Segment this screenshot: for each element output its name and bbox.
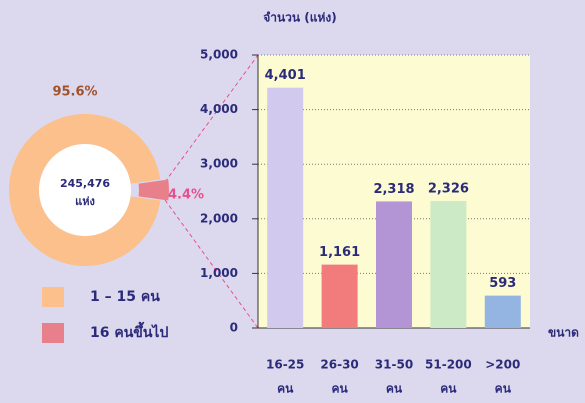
donut-slice <box>138 179 169 201</box>
connector <box>164 199 259 329</box>
y-tick-label: 0 <box>230 321 238 335</box>
value-label: 593 <box>489 276 516 291</box>
x-tick-label: คน <box>277 382 294 396</box>
legend-label: 1 – 15 คน <box>90 289 160 305</box>
value-label: 4,401 <box>265 68 306 83</box>
center-label: 245,476 <box>60 177 110 190</box>
bar <box>267 87 304 328</box>
x-tick-label: >200 <box>485 358 520 372</box>
x-tick-label: คน <box>386 382 403 396</box>
slice-label: 95.6% <box>52 85 97 100</box>
value-label: 2,326 <box>428 182 469 197</box>
y-tick-label: 2,000 <box>200 211 238 225</box>
x-tick-label: คน <box>495 382 512 396</box>
slice-label: 4.4% <box>168 188 204 203</box>
x-tick-label: คน <box>440 382 457 396</box>
y-tick-label: 5,000 <box>200 48 238 62</box>
x-tick-label: คน <box>331 382 348 396</box>
x-tick-label: 26-30 <box>320 358 358 372</box>
legend-label: 16 คนขึ้นไป <box>90 321 168 341</box>
y-tick-label: 1,000 <box>200 266 238 280</box>
value-label: 1,161 <box>319 245 360 260</box>
donut-hole <box>39 144 131 236</box>
y-axis-title: จำนวน (แห่ง) <box>263 11 337 25</box>
bar <box>484 295 521 328</box>
y-tick-label: 4,000 <box>200 102 238 116</box>
legend-swatch <box>42 323 64 343</box>
legend-swatch <box>42 287 64 307</box>
donut-slice <box>8 114 161 267</box>
y-tick-label: 3,000 <box>200 157 238 171</box>
x-tick-label: 16-25 <box>266 358 304 372</box>
bar <box>321 264 358 328</box>
bar <box>430 201 467 328</box>
x-axis-title: ขนาด <box>548 326 579 340</box>
connector <box>164 54 259 183</box>
value-label: 2,318 <box>373 182 414 197</box>
x-tick-label: 51-200 <box>425 358 472 372</box>
x-tick-label: 31-50 <box>375 358 413 372</box>
bar <box>376 201 412 328</box>
center-sublabel: แห่ง <box>75 195 95 208</box>
